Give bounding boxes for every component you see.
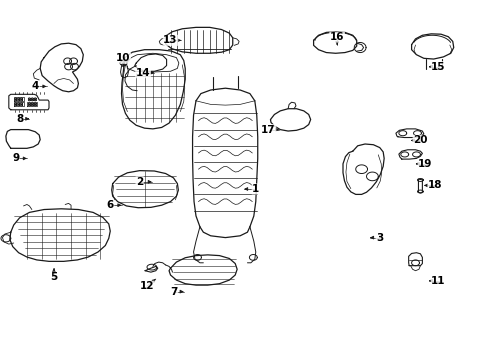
Text: 11: 11 [431,276,446,286]
Text: 13: 13 [163,35,178,45]
Text: 18: 18 [428,180,442,190]
Text: 7: 7 [170,287,178,297]
Text: 8: 8 [16,114,23,124]
Text: 1: 1 [252,184,259,194]
Text: 17: 17 [261,125,276,135]
Text: 6: 6 [107,200,114,210]
Text: 20: 20 [413,135,428,145]
Text: 5: 5 [50,272,57,282]
Text: 12: 12 [140,281,154,291]
Text: 14: 14 [136,68,150,78]
Text: 4: 4 [31,81,39,91]
Text: 19: 19 [418,159,433,169]
Text: 9: 9 [12,153,19,163]
Text: 2: 2 [136,177,143,187]
Text: 3: 3 [376,233,383,243]
Text: 16: 16 [330,32,344,42]
Text: 10: 10 [116,53,131,63]
Text: 15: 15 [431,62,446,72]
